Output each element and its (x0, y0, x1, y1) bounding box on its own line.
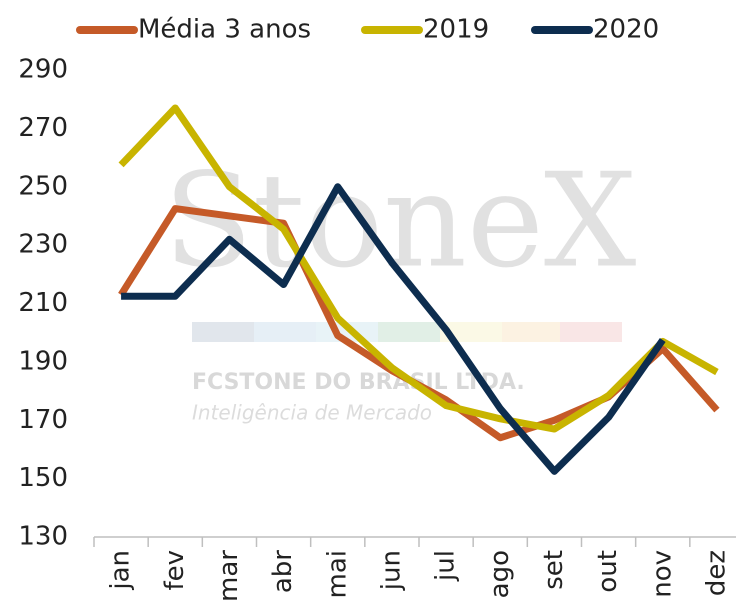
watermark: StoneX FCSTONE DO BRASIL LTDA. Inteligên… (164, 145, 637, 425)
y-tick-label: 170 (18, 405, 68, 435)
watermark-bar (378, 322, 440, 342)
x-tick-label: set (539, 550, 569, 590)
y-tick-label: 130 (18, 522, 68, 552)
x-tick-label: dez (701, 550, 731, 596)
series-line (121, 183, 666, 475)
series-line (118, 104, 719, 433)
x-tick-label: ago (485, 550, 515, 598)
watermark-tagline: Inteligência de Mercado (192, 401, 432, 425)
watermark-bar (254, 322, 316, 342)
x-tick-label: out (593, 550, 623, 593)
x-tick-label: nov (647, 550, 677, 598)
watermark-bar (440, 322, 502, 342)
y-tick-label: 270 (18, 113, 68, 143)
y-tick-label: 150 (18, 463, 68, 493)
x-tick-label: abr (268, 550, 298, 593)
x-tick-label: jun (376, 550, 406, 591)
x-tick-label: mai (322, 550, 352, 598)
watermark-bar (192, 322, 254, 342)
x-tick-label: jan (106, 550, 136, 591)
x-tick-label: fev (160, 550, 190, 591)
x-tick-label: mar (214, 550, 244, 602)
watermark-bar (560, 322, 622, 342)
y-tick-label: 210 (18, 288, 68, 318)
y-tick-label: 230 (18, 230, 68, 260)
y-tick-label: 190 (18, 346, 68, 376)
legend-label: 2020 (593, 15, 659, 45)
watermark-bar (502, 322, 560, 342)
watermark-company: FCSTONE DO BRASIL LTDA. (192, 370, 525, 395)
y-tick-label: 290 (18, 55, 68, 85)
legend-label: Média 3 anos (138, 15, 311, 45)
y-tick-label: 250 (18, 171, 68, 201)
legend-label: 2019 (423, 15, 489, 45)
x-tick-label: jul (431, 550, 461, 582)
